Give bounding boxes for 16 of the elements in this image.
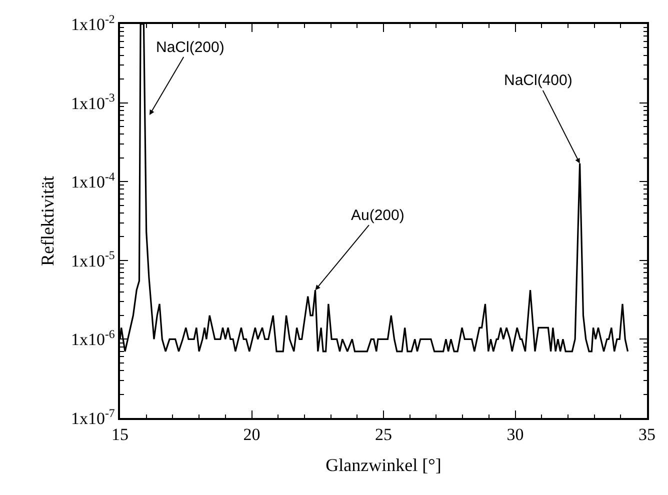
x-axis-title: Glanzwinkel [°]	[326, 454, 442, 475]
annotation: NaCl(200)	[156, 39, 224, 56]
x-tick-label: 15	[112, 425, 128, 444]
annotation: Au(200)	[351, 207, 404, 224]
y-axis-title: Reflektivität	[38, 176, 58, 266]
y-tick-label: 1x10$^{-6}$	[70, 327, 115, 350]
x-tick-label: 35	[638, 425, 656, 444]
y-tick-label: 1x10$^{-5}$	[70, 248, 115, 270]
annotation: NaCl(400)	[504, 72, 572, 89]
y-tick-label: 1x10$^{-4}$	[70, 169, 115, 192]
y-tick-label: 1x10$^{-2}$	[70, 12, 115, 34]
y-tick-label: 1x10$^{-3}$	[70, 90, 115, 113]
x-tick-label: 30	[506, 425, 524, 444]
x-tick-label: 20	[243, 425, 260, 444]
y-tick-label: 1x10$^{-7}$	[70, 406, 115, 428]
x-tick-label: 25	[375, 425, 392, 444]
